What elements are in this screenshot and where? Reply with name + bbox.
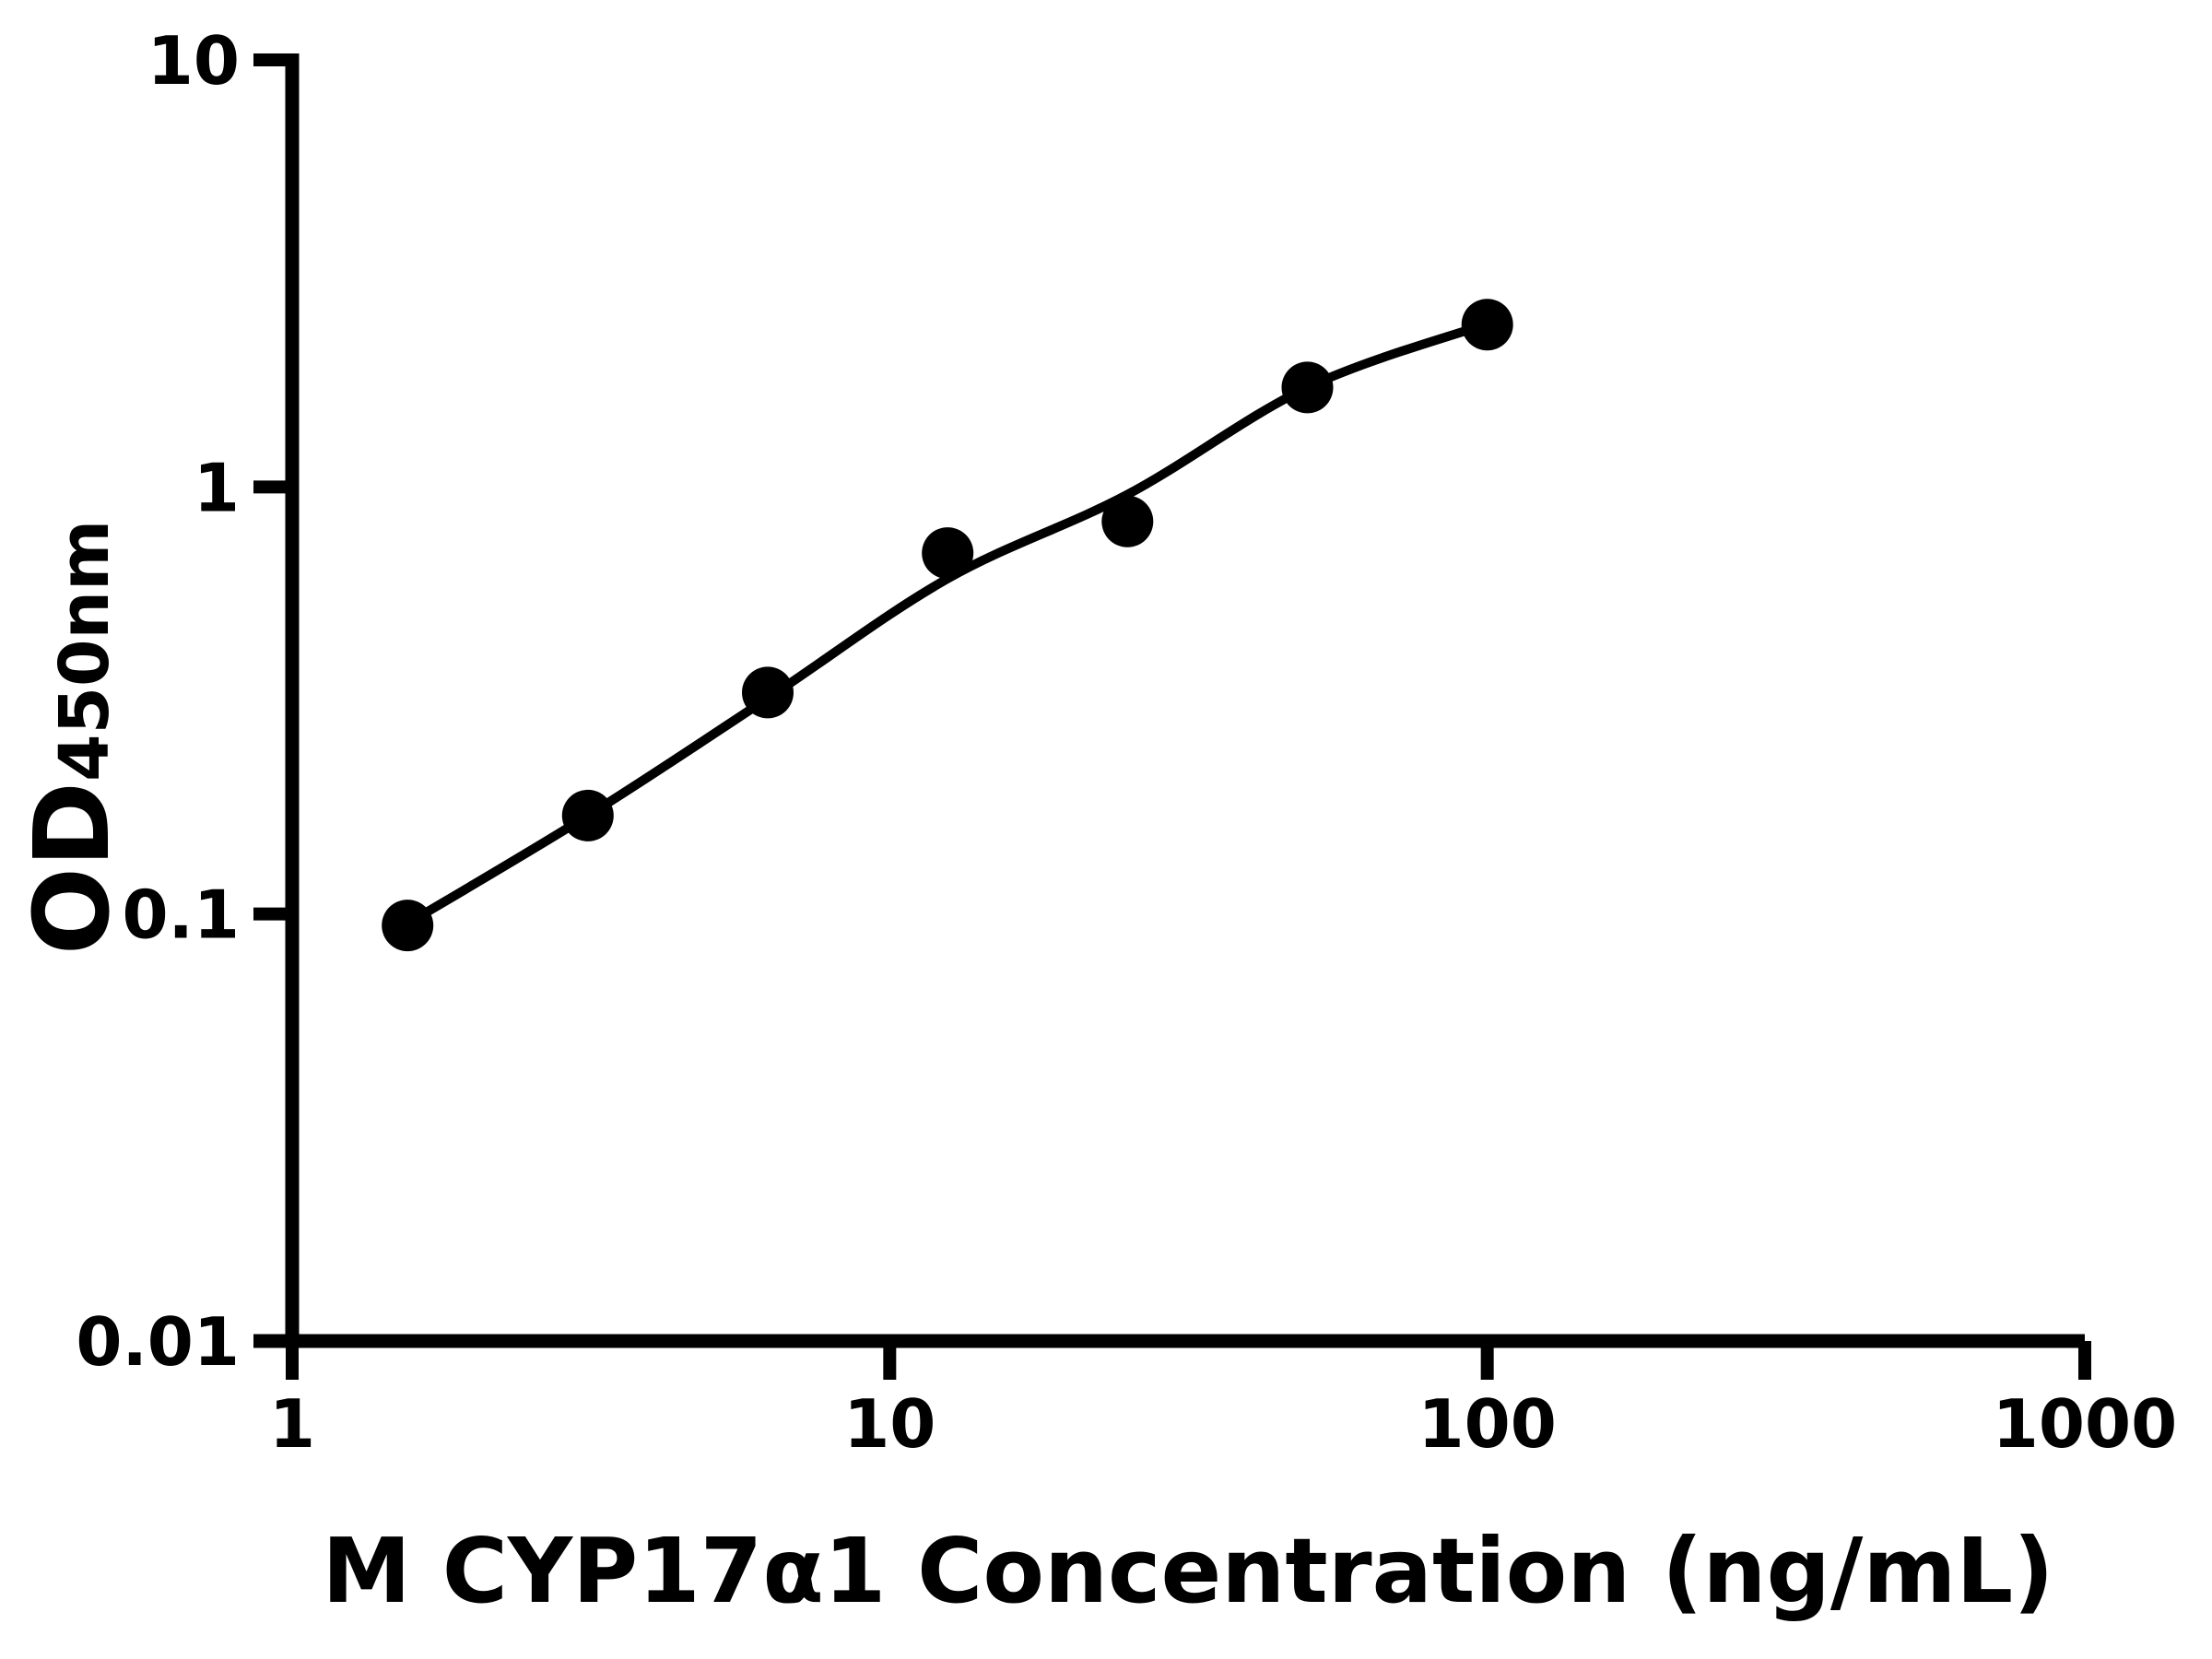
data-point <box>1281 361 1334 414</box>
x-tick-label: 1000 <box>1993 1385 2177 1463</box>
x-tick-label: 1 <box>269 1385 315 1463</box>
data-point <box>1461 299 1513 351</box>
y-axis-title: OD450nm <box>13 520 133 955</box>
data-point <box>922 527 974 580</box>
y-tick-label: 0.01 <box>76 1303 240 1381</box>
y-axis-title-main: OD <box>13 782 133 955</box>
x-axis-title: M CYP17α1 Concentration (ng/mL) <box>322 1519 2053 1623</box>
y-tick-label: 1 <box>194 449 240 526</box>
data-point <box>742 666 794 719</box>
x-tick-label: 100 <box>1418 1385 1557 1463</box>
data-point <box>561 789 614 841</box>
y-tick-label: 0.1 <box>122 877 240 954</box>
x-tick-label: 10 <box>843 1385 935 1463</box>
data-point <box>382 900 434 952</box>
plot-area: 10 1 0.1 0.01 1 10 100 1000 <box>76 22 2177 1463</box>
data-point <box>1101 495 1154 547</box>
y-tick-label: 10 <box>147 22 240 100</box>
y-axis-title-subscript: 450nm <box>45 520 124 782</box>
